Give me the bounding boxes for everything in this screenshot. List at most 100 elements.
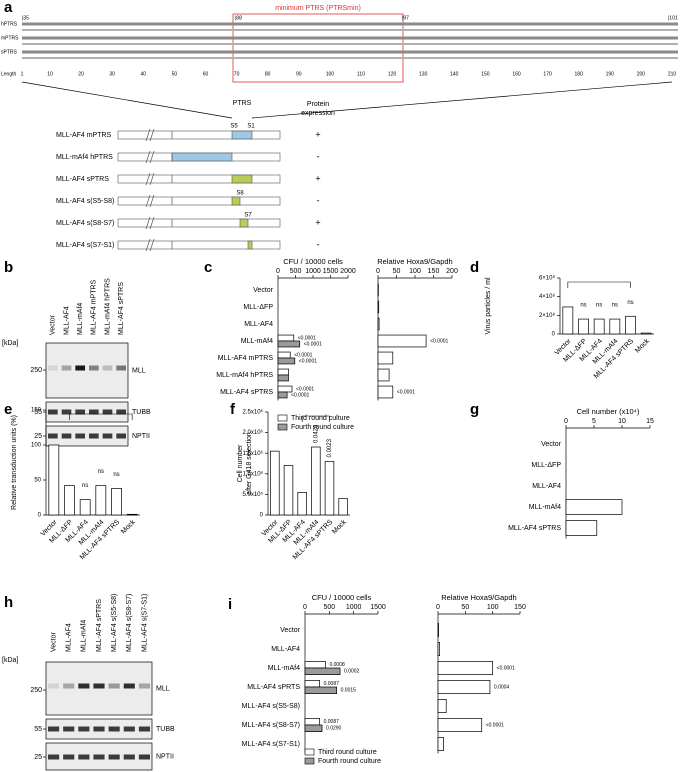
bar — [593, 318, 605, 335]
protein-sequence — [22, 57, 678, 59]
rule — [149, 172, 155, 186]
p-value: 0.0087 — [324, 681, 340, 687]
panel-label: f — [230, 401, 236, 418]
bar — [126, 513, 138, 516]
bar — [437, 679, 491, 694]
significance-bracket — [301, 415, 330, 422]
rule — [21, 81, 233, 119]
bar — [625, 315, 636, 335]
y-tick-label: MLL-ΔFP — [531, 462, 561, 469]
legend-label: Fourth round culture — [291, 424, 354, 431]
x-tick-label: 200 — [446, 268, 458, 275]
band — [48, 754, 60, 760]
band — [108, 726, 120, 732]
x-tick-label: 150 — [428, 268, 440, 275]
band — [48, 433, 58, 439]
rule — [145, 238, 151, 252]
expression: + — [315, 217, 320, 227]
x-tick-label: 100 — [409, 268, 421, 275]
bar — [304, 679, 320, 688]
y-tick-label: MLL-AF4 s(S7-S1) — [242, 741, 300, 748]
bar — [377, 351, 394, 365]
bar — [578, 318, 589, 335]
legend-swatch — [277, 423, 288, 431]
length-tick-label: 50 — [172, 71, 178, 77]
bar — [277, 351, 291, 359]
x-tick-label: 2000 — [340, 268, 356, 275]
rule — [145, 194, 151, 208]
band — [93, 726, 105, 732]
length-tick-label: 190 — [606, 71, 615, 77]
band — [48, 409, 58, 415]
marker-label: 250 — [30, 367, 42, 374]
rule — [145, 172, 151, 186]
bar — [437, 660, 494, 675]
x-tick-label: 1000 — [346, 604, 362, 611]
y-tick-label: 2.5x10⁶ — [243, 409, 264, 416]
y-tick-label: 5.0x10⁵ — [242, 491, 263, 498]
y-tick-label: 150 — [31, 408, 42, 414]
bar — [437, 641, 440, 656]
band — [63, 683, 75, 689]
band — [138, 683, 150, 689]
p-value: 0.0290 — [326, 726, 342, 732]
ptrs-segment — [231, 130, 253, 140]
protein-label: MLL — [156, 685, 170, 692]
x-tick-label: 0 — [303, 604, 307, 611]
length-label: Length — [1, 71, 17, 77]
y-axis-title: Cell number — [237, 444, 244, 482]
bar — [562, 306, 574, 335]
protein-sequence — [22, 29, 678, 31]
x-tick-label: 0 — [276, 268, 280, 275]
length-tick-label: 90 — [296, 71, 302, 77]
protein-label: MLL — [132, 367, 146, 374]
annotation: ns — [627, 300, 633, 306]
site-label: S8 — [236, 191, 244, 197]
bar — [377, 334, 427, 348]
expression-header: expression — [301, 110, 335, 117]
bar — [437, 698, 447, 713]
construct-bar — [117, 196, 281, 206]
annotation: ns — [82, 483, 88, 489]
p-value: <0.0001 — [304, 341, 322, 347]
length-tick-label: 30 — [109, 71, 115, 77]
bar — [377, 300, 380, 314]
lane-label: MLL-AF4 sPTRS — [118, 282, 125, 335]
y-tick-label: Vector — [280, 627, 301, 634]
annotation: 0.0023 — [327, 438, 333, 457]
annotation: ns — [580, 303, 586, 309]
x-tick-label: 500 — [323, 604, 335, 611]
band — [61, 433, 72, 439]
y-tick-label: MLL-mAf4 — [529, 504, 561, 511]
annotation: 0.0429 — [313, 424, 319, 443]
x-tick-label: 100 — [487, 604, 499, 611]
bar — [277, 368, 289, 376]
construct-bar — [117, 174, 281, 184]
expression: + — [315, 129, 320, 139]
y-tick-label: MLL-AF4 — [532, 483, 561, 490]
construct-name: MLL-AF4 s(S5-S8) — [56, 198, 114, 205]
bar — [437, 622, 439, 637]
bar — [277, 385, 293, 393]
position-marker: |88 — [235, 15, 242, 21]
lane-label: MLL-AF4 s(S5-S8) — [111, 594, 118, 652]
rule — [145, 128, 151, 142]
site-label: S7 — [244, 213, 252, 219]
bar — [338, 498, 348, 516]
p-value: 0.0008 — [329, 662, 345, 668]
chart-title: Relative Hoxa9/Gapdh — [441, 593, 516, 602]
lane-label: MLL-AF4 s(S7-S1) — [141, 594, 148, 652]
panel-label: b — [4, 259, 13, 276]
x-tick-label: 10 — [618, 418, 626, 425]
construct-bar — [117, 240, 281, 250]
band — [123, 683, 135, 689]
lane-label: MLL-AF4 — [63, 306, 70, 335]
protein-sequence — [22, 43, 678, 45]
position-marker: |97 — [402, 15, 409, 21]
y-tick-label: MLL-mAf4 — [241, 338, 273, 345]
lane-label: MLL-AF4 mPTRS — [91, 279, 98, 335]
band — [78, 683, 90, 689]
bar — [437, 717, 483, 732]
